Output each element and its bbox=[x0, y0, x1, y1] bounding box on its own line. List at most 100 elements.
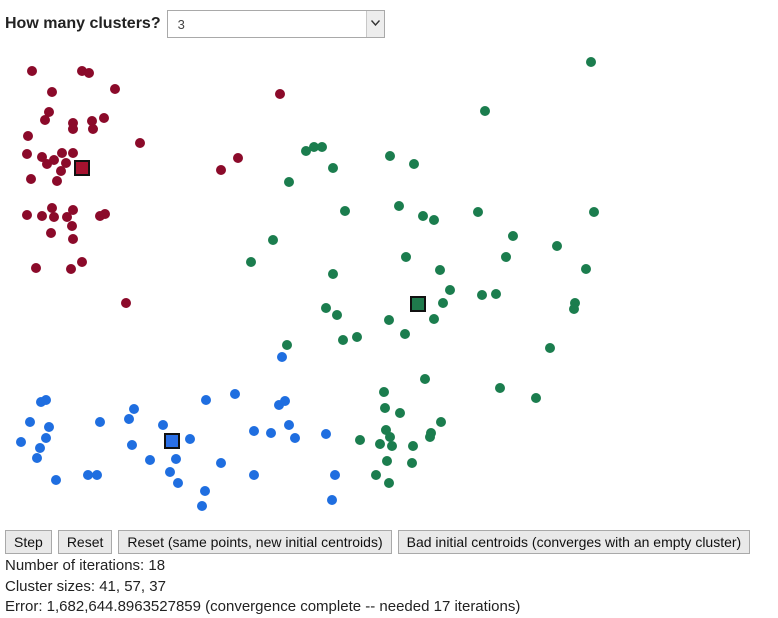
data-point bbox=[284, 420, 294, 430]
clusters-select[interactable]: 3 bbox=[166, 10, 385, 38]
data-point bbox=[173, 478, 183, 488]
data-point bbox=[387, 441, 397, 451]
data-point bbox=[290, 433, 300, 443]
data-point bbox=[438, 298, 448, 308]
data-point bbox=[47, 87, 57, 97]
data-point bbox=[37, 152, 47, 162]
data-point bbox=[400, 329, 410, 339]
data-point bbox=[384, 478, 394, 488]
data-point bbox=[25, 417, 35, 427]
data-point bbox=[355, 435, 365, 445]
data-point bbox=[41, 433, 51, 443]
reset-same-points-button[interactable]: Reset (same points, new initial centroid… bbox=[118, 530, 392, 554]
data-point bbox=[531, 393, 541, 403]
data-point bbox=[31, 263, 41, 273]
data-point bbox=[216, 165, 226, 175]
data-point bbox=[249, 426, 259, 436]
data-point bbox=[171, 454, 181, 464]
reset-button[interactable]: Reset bbox=[57, 530, 113, 554]
bad-initial-centroids-button[interactable]: Bad initial centroids (converges with an… bbox=[397, 530, 751, 554]
data-point bbox=[401, 252, 411, 262]
data-point bbox=[124, 414, 134, 424]
data-point bbox=[158, 420, 168, 430]
data-point bbox=[35, 443, 45, 453]
data-point bbox=[83, 470, 93, 480]
data-point bbox=[40, 115, 50, 125]
data-point bbox=[165, 467, 175, 477]
data-point bbox=[375, 439, 385, 449]
data-point bbox=[22, 210, 32, 220]
data-point bbox=[62, 212, 72, 222]
data-point bbox=[340, 206, 350, 216]
data-point bbox=[435, 265, 445, 275]
data-point bbox=[99, 113, 109, 123]
cluster-sizes-text: Cluster sizes: 41, 57, 37 bbox=[5, 577, 166, 595]
chevron-down-icon[interactable] bbox=[365, 11, 384, 37]
data-point bbox=[230, 389, 240, 399]
data-point bbox=[92, 470, 102, 480]
data-point bbox=[41, 395, 51, 405]
data-point bbox=[429, 215, 439, 225]
data-point bbox=[56, 166, 66, 176]
data-point bbox=[201, 395, 211, 405]
centroid-marker bbox=[410, 296, 426, 312]
data-point bbox=[425, 432, 435, 442]
data-point bbox=[268, 235, 278, 245]
data-point bbox=[327, 495, 337, 505]
data-point bbox=[233, 153, 243, 163]
data-point bbox=[44, 422, 54, 432]
data-point bbox=[477, 290, 487, 300]
data-point bbox=[249, 470, 259, 480]
data-point bbox=[380, 403, 390, 413]
data-point bbox=[135, 138, 145, 148]
data-point bbox=[216, 458, 226, 468]
data-point bbox=[352, 332, 362, 342]
data-point bbox=[408, 441, 418, 451]
data-point bbox=[508, 231, 518, 241]
data-point bbox=[110, 84, 120, 94]
data-point bbox=[47, 203, 57, 213]
data-point bbox=[42, 159, 52, 169]
data-point bbox=[23, 131, 33, 141]
data-point bbox=[277, 352, 287, 362]
data-point bbox=[275, 89, 285, 99]
data-point bbox=[121, 298, 131, 308]
data-point bbox=[436, 417, 446, 427]
centroid-marker bbox=[164, 433, 180, 449]
data-point bbox=[87, 116, 97, 126]
data-point bbox=[88, 124, 98, 134]
data-point bbox=[100, 209, 110, 219]
data-point bbox=[382, 456, 392, 466]
data-point bbox=[429, 314, 439, 324]
data-point bbox=[552, 241, 562, 251]
iterations-text: Number of iterations: 18 bbox=[5, 557, 166, 574]
data-point bbox=[321, 429, 331, 439]
data-point bbox=[385, 151, 395, 161]
data-point bbox=[328, 163, 338, 173]
data-point bbox=[61, 158, 71, 168]
data-point bbox=[16, 437, 26, 447]
error-text: Error: 1,682,644.8963527859 (convergence… bbox=[5, 598, 521, 615]
cluster-plot bbox=[16, 57, 599, 511]
data-point bbox=[394, 201, 404, 211]
data-point bbox=[77, 257, 87, 267]
data-point bbox=[200, 486, 210, 496]
data-point bbox=[495, 383, 505, 393]
data-point bbox=[282, 340, 292, 350]
data-point bbox=[127, 440, 137, 450]
data-point bbox=[589, 207, 599, 217]
data-point bbox=[280, 396, 290, 406]
data-point bbox=[37, 211, 47, 221]
button-bar: Step Reset Reset (same points, new initi… bbox=[5, 530, 751, 554]
data-point bbox=[57, 148, 67, 158]
data-point bbox=[330, 470, 340, 480]
data-point bbox=[545, 343, 555, 353]
data-point bbox=[51, 475, 61, 485]
data-point bbox=[473, 207, 483, 217]
clusters-label: How many clusters? bbox=[5, 15, 161, 32]
data-point bbox=[301, 146, 311, 156]
data-point bbox=[480, 106, 490, 116]
step-button[interactable]: Step bbox=[5, 530, 52, 554]
data-point bbox=[321, 303, 331, 313]
clusters-control: How many clusters? 3 bbox=[5, 9, 385, 39]
